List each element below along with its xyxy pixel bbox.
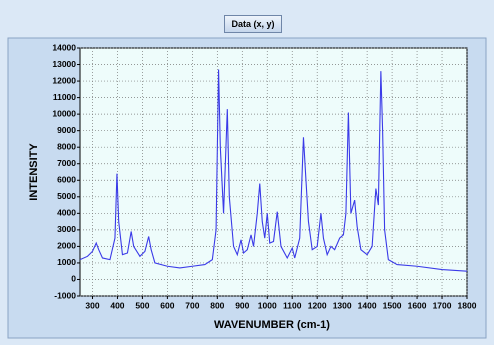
y-tick-label: 0 — [71, 274, 76, 284]
y-tick-label: 7000 — [57, 158, 76, 168]
x-tick-label: 1000 — [258, 300, 277, 310]
x-tick-label: 400 — [110, 300, 124, 310]
y-tick-label: 11000 — [53, 92, 76, 102]
x-tick-label: 800 — [210, 300, 224, 310]
y-tick-label: 6000 — [57, 175, 76, 185]
y-tick-label: 5000 — [57, 191, 76, 201]
y-tick-label: 12000 — [52, 75, 76, 85]
y-tick-label: 10000 — [52, 108, 76, 118]
x-tick-label: 1700 — [433, 300, 452, 310]
y-tick-label: 8000 — [57, 141, 76, 151]
x-tick-label: 300 — [85, 300, 99, 310]
x-tick-label: 600 — [160, 300, 174, 310]
x-tick-label: 1500 — [383, 300, 402, 310]
x-tick-label: 1800 — [458, 300, 477, 310]
y-tick-label: 2000 — [57, 241, 76, 251]
x-tick-label: 1100 — [283, 300, 302, 310]
x-tick-label: 1300 — [333, 300, 352, 310]
title-button[interactable]: Data (x, y) — [224, 15, 282, 33]
y-tick-label: -1000 — [54, 290, 76, 300]
y-tick-label: 14000 — [52, 42, 76, 52]
y-axis-label: INTENSITY — [28, 143, 40, 201]
y-tick-label: 4000 — [57, 208, 76, 218]
x-tick-label: 1600 — [408, 300, 427, 310]
plot-area — [79, 47, 468, 297]
y-tick-label: 1000 — [57, 257, 76, 267]
x-tick-label: 500 — [135, 300, 149, 310]
y-tick-label: 13000 — [52, 59, 76, 69]
x-tick-label: 700 — [185, 300, 199, 310]
x-axis-label: WAVENUMBER (cm-1) — [214, 319, 330, 331]
x-tick-label: 1400 — [358, 300, 377, 310]
y-tick-label: 3000 — [57, 224, 76, 234]
x-tick-label: 1200 — [308, 300, 327, 310]
spectrum-line — [79, 69, 468, 272]
y-tick-label: 9000 — [57, 125, 76, 135]
x-tick-label: 900 — [235, 300, 249, 310]
